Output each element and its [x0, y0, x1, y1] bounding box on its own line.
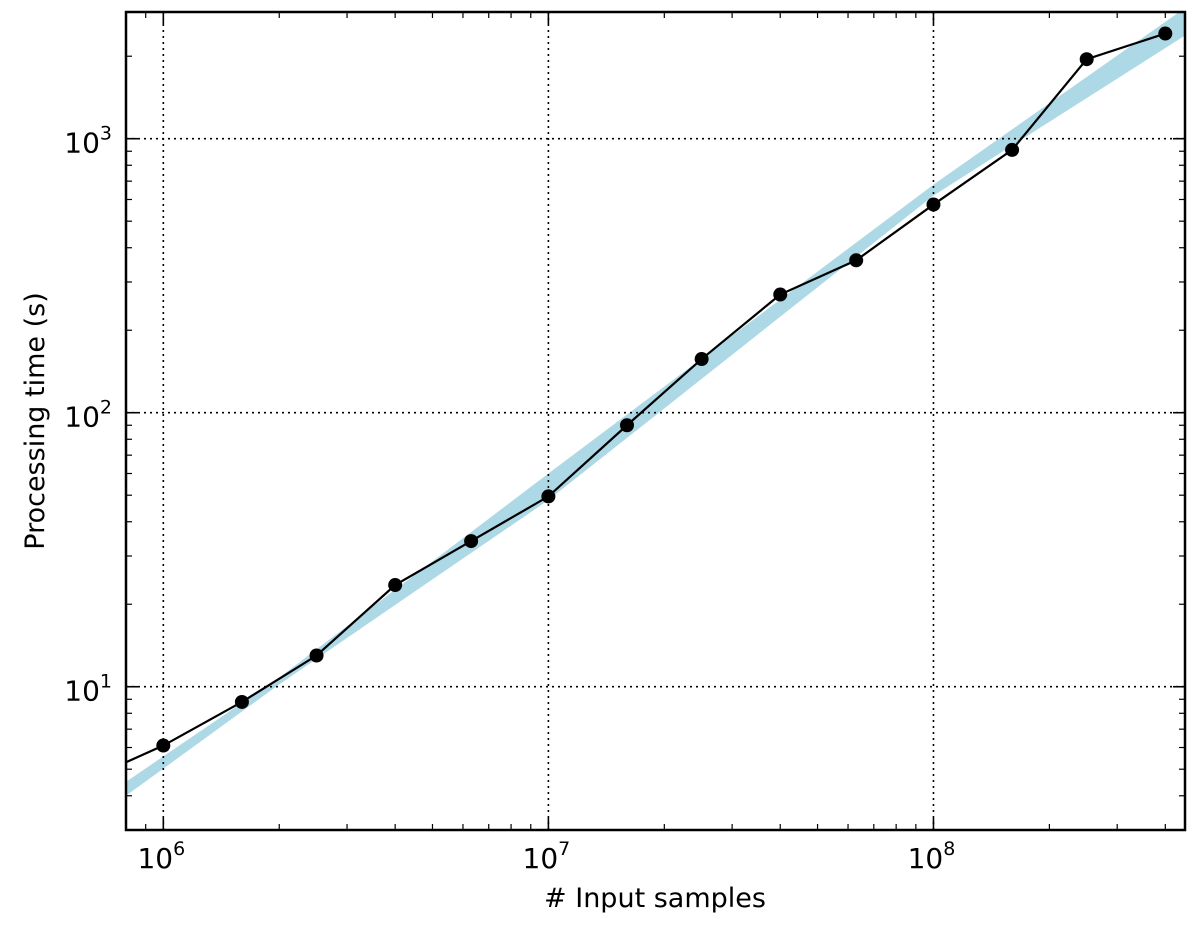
data-point	[619, 418, 634, 433]
y-tick-label-exponent: 1	[100, 671, 112, 693]
data-point	[541, 489, 556, 504]
data-point	[773, 287, 788, 302]
data-point	[234, 694, 249, 709]
data-point	[309, 648, 324, 663]
series-layer	[126, 26, 1173, 764]
data-point	[156, 738, 171, 753]
y-tick-label-base: 10	[64, 127, 100, 160]
data-point	[926, 197, 941, 212]
plot-frame	[124, 10, 1187, 832]
data-point	[1079, 52, 1094, 67]
y-tick-label: 102	[64, 397, 112, 434]
x-tick-label-exponent: 8	[943, 838, 955, 860]
y-tick-label-base: 10	[64, 401, 100, 434]
x-tick-label-exponent: 7	[558, 838, 570, 860]
data-point	[849, 253, 864, 268]
data-point	[1158, 26, 1173, 41]
confidence-band	[126, 12, 1185, 796]
x-tick-label: 106	[137, 838, 185, 875]
y-axis-label: Processing time (s)	[20, 292, 51, 549]
y-tick-label-exponent: 2	[100, 397, 112, 419]
data-point	[464, 534, 479, 549]
x-tick-label-base: 10	[908, 842, 944, 875]
x-tick-label: 108	[908, 838, 956, 875]
grid-layer	[126, 12, 1185, 830]
y-tick-label: 101	[64, 671, 112, 708]
data-point	[388, 578, 403, 593]
x-tick-label-base: 10	[523, 842, 559, 875]
x-tick-label-base: 10	[137, 842, 173, 875]
data-point	[694, 352, 709, 367]
x-tick-label: 107	[523, 838, 571, 875]
confidence-band-layer	[126, 12, 1185, 796]
y-tick-label-base: 10	[64, 675, 100, 708]
x-tick-label-exponent: 6	[173, 838, 185, 860]
data-point	[1005, 142, 1020, 157]
y-tick-label-exponent: 3	[100, 123, 112, 145]
x-axis-label: # Input samples	[544, 883, 766, 914]
y-tick-label: 103	[64, 123, 112, 160]
